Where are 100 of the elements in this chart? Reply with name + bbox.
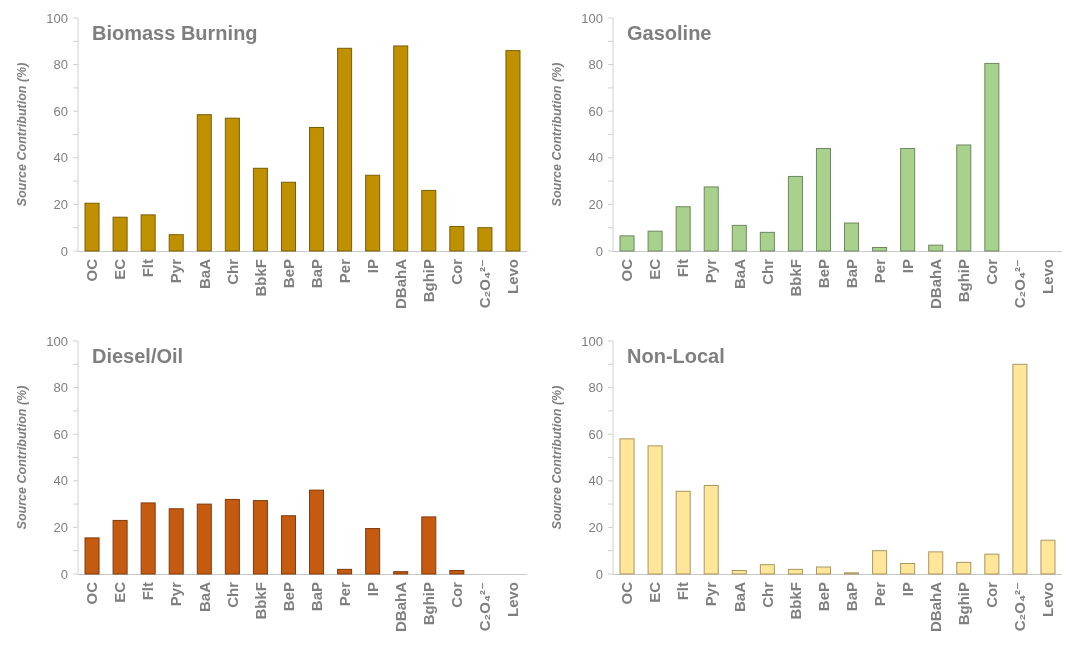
- chart-title: Biomass Burning: [92, 22, 258, 44]
- y-tick-label: 60: [588, 103, 603, 119]
- bar: [224, 117, 240, 252]
- bar: [449, 226, 465, 252]
- y-tick-label: 80: [53, 57, 68, 73]
- x-tick-label: Chr: [223, 581, 241, 608]
- bar: [647, 445, 663, 575]
- x-tick-label: OC: [618, 581, 636, 605]
- x-tick-label: Levo: [504, 259, 522, 295]
- x-tick-label: Levo: [1039, 582, 1057, 618]
- bar: [196, 114, 212, 252]
- y-tick-label: 20: [588, 519, 603, 535]
- y-tick-label: 0: [595, 243, 603, 259]
- x-tick-label: BbkF: [786, 259, 804, 297]
- bar: [112, 519, 128, 575]
- bar: [280, 515, 296, 575]
- x-tick-label: EC: [111, 258, 129, 280]
- chart-title: Non-Local: [627, 345, 725, 367]
- y-tick-label: 20: [53, 519, 68, 535]
- bar: [703, 186, 719, 252]
- x-tick-label: Cor: [983, 258, 1001, 285]
- x-tick-label: OC: [618, 258, 636, 282]
- chart-title: Diesel/Oil: [92, 345, 184, 367]
- bar: [815, 566, 831, 575]
- bar: [731, 570, 747, 575]
- bar: [280, 181, 296, 252]
- bar: [112, 216, 128, 252]
- y-axis-title: Source Contribution (%): [15, 385, 29, 530]
- y-tick-label: 60: [53, 103, 68, 119]
- y-tick-label: 80: [53, 380, 68, 396]
- x-tick-label: DBahA: [391, 581, 409, 633]
- x-tick-label: Per: [335, 258, 353, 284]
- bar: [675, 206, 691, 252]
- x-tick-label: BeP: [814, 259, 832, 289]
- bar: [224, 498, 240, 575]
- x-tick-label: Chr: [223, 258, 241, 285]
- y-tick-label: 0: [60, 566, 68, 582]
- bar: [815, 147, 831, 252]
- x-tick-label: BghiP: [420, 582, 438, 626]
- bar: [759, 231, 775, 252]
- y-tick-label: 40: [53, 473, 68, 489]
- bar: [84, 537, 100, 575]
- x-tick-label: EC: [646, 581, 664, 603]
- bar: [505, 50, 521, 252]
- y-tick-label: 80: [588, 380, 603, 396]
- x-tick-label: C₂O₄²⁻: [476, 259, 494, 309]
- bar: [337, 568, 353, 575]
- y-tick-label: 100: [46, 333, 68, 349]
- bar: [787, 568, 803, 575]
- x-tick-label: Chr: [758, 258, 776, 285]
- x-tick-label: BaA: [730, 258, 748, 290]
- bar: [956, 144, 972, 252]
- y-tick-label: 0: [595, 566, 603, 582]
- y-tick-label: 0: [60, 243, 68, 259]
- x-tick-label: Per: [335, 581, 353, 607]
- bar: [619, 438, 635, 575]
- x-tick-label: DBahA: [391, 258, 409, 310]
- bar: [872, 247, 888, 252]
- x-tick-label: BaA: [730, 581, 748, 613]
- x-tick-label: EC: [646, 258, 664, 280]
- bar: [928, 244, 944, 252]
- x-tick-label: BbkF: [251, 259, 269, 297]
- y-tick-label: 40: [53, 150, 68, 166]
- x-tick-label: IP: [363, 582, 381, 597]
- bar: [140, 214, 156, 252]
- x-tick-label: OC: [83, 258, 101, 282]
- bar: [675, 490, 691, 575]
- x-tick-label: Levo: [504, 582, 522, 618]
- y-axis-title: Source Contribution (%): [550, 62, 564, 207]
- x-tick-label: Cor: [983, 581, 1001, 608]
- y-axis-title: Source Contribution (%): [15, 62, 29, 207]
- bar: [1040, 539, 1056, 575]
- x-tick-label: Flt: [674, 259, 692, 278]
- x-tick-label: BeP: [814, 582, 832, 612]
- x-tick-label: DBahA: [926, 581, 944, 633]
- bar: [1012, 363, 1028, 575]
- bar: [731, 224, 747, 252]
- x-tick-label: BeP: [279, 259, 297, 289]
- x-tick-label: BaA: [195, 581, 213, 613]
- bar: [309, 489, 325, 575]
- bar: [956, 561, 972, 575]
- x-tick-label: BbkF: [251, 582, 269, 620]
- y-tick-label: 40: [588, 473, 603, 489]
- x-tick-label: IP: [898, 259, 916, 274]
- x-tick-label: Chr: [758, 581, 776, 608]
- bar: [477, 227, 493, 252]
- x-tick-label: BghiP: [955, 582, 973, 626]
- bar: [787, 175, 803, 252]
- y-tick-label: 100: [581, 333, 603, 349]
- x-tick-label: BbkF: [786, 582, 804, 620]
- bar: [984, 62, 1000, 252]
- x-tick-label: BaP: [842, 259, 860, 289]
- y-tick-label: 40: [588, 150, 603, 166]
- x-tick-label: IP: [363, 259, 381, 274]
- bar: [844, 222, 860, 252]
- y-tick-label: 60: [588, 426, 603, 442]
- x-tick-label: IP: [898, 582, 916, 597]
- x-tick-label: Flt: [674, 582, 692, 601]
- bar: [703, 484, 719, 575]
- bar: [252, 500, 268, 575]
